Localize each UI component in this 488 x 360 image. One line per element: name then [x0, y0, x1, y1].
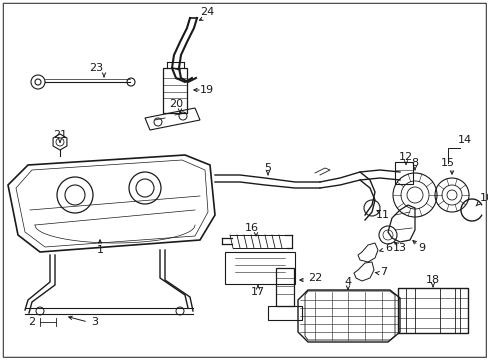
Text: 15: 15: [440, 158, 454, 168]
Text: 1: 1: [96, 245, 103, 255]
Text: 14: 14: [457, 135, 471, 145]
Text: 13: 13: [392, 243, 406, 253]
Text: 18: 18: [425, 275, 439, 285]
Text: 11: 11: [375, 210, 389, 220]
Text: 12: 12: [398, 152, 412, 162]
Text: 10: 10: [479, 193, 488, 203]
Text: 24: 24: [200, 7, 214, 17]
Bar: [397, 288, 467, 333]
Text: 17: 17: [250, 287, 264, 297]
Text: 22: 22: [307, 273, 322, 283]
Text: 20: 20: [168, 99, 183, 109]
Text: 4: 4: [344, 277, 351, 287]
Bar: [275, 268, 293, 306]
Text: 5: 5: [264, 163, 271, 173]
Text: 16: 16: [244, 223, 259, 233]
Text: 8: 8: [410, 158, 418, 168]
Text: 9: 9: [418, 243, 425, 253]
Text: 3: 3: [91, 317, 98, 327]
Bar: [163, 68, 186, 113]
Text: 6: 6: [384, 243, 391, 253]
Bar: [397, 288, 405, 333]
Bar: [459, 288, 467, 333]
Text: 23: 23: [89, 63, 103, 73]
Text: 19: 19: [200, 85, 214, 95]
Bar: [224, 252, 294, 284]
Bar: [267, 306, 302, 320]
Text: 2: 2: [28, 317, 36, 327]
Text: 21: 21: [53, 130, 67, 140]
Text: 7: 7: [379, 267, 386, 277]
Bar: [394, 162, 412, 184]
